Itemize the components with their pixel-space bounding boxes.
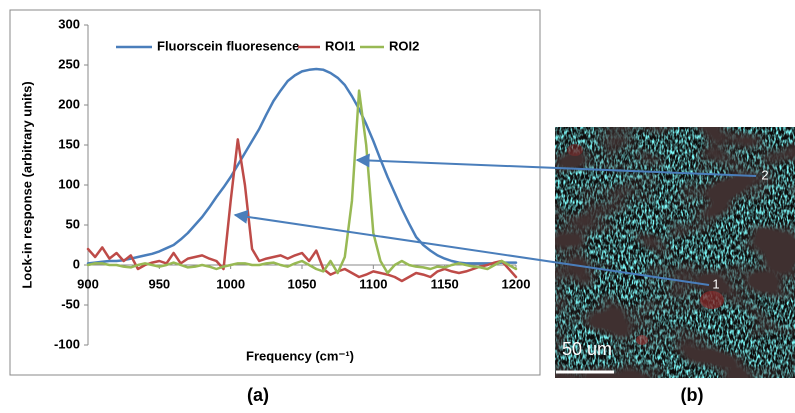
chart-frame: [9, 9, 541, 376]
arrow: [233, 209, 710, 286]
plot-area: -100 -50 0 50 100 150 200 250 300 900 950 1000 1050 1…: [54, 16, 530, 351]
x-tick-label: 1050: [288, 276, 317, 291]
y-axis-title: Lock-in response (arbitrary units): [19, 81, 34, 288]
legend-label: ROI2: [389, 38, 419, 53]
scale-bar-label: 50 um: [562, 339, 612, 359]
caption: (a): [247, 385, 269, 405]
y-tick-label: -50: [61, 296, 80, 311]
y-tick-label: 200: [58, 96, 80, 111]
y-tick-label: 250: [58, 56, 80, 71]
data-line: [86, 89, 518, 275]
y-tick-label: -100: [54, 336, 80, 351]
x-tick-label: 1100: [359, 276, 387, 291]
x-tick-label: 1000: [216, 276, 245, 291]
y-tick-label: 300: [58, 16, 80, 31]
legend-label: Fluorscein fluoresence: [157, 38, 299, 53]
data-line: [86, 138, 518, 283]
y-tick-label: 150: [58, 136, 80, 151]
x-tick-label: 900: [77, 276, 99, 291]
y-tick-label: 50: [66, 216, 80, 231]
arrow: [355, 153, 757, 177]
x-tick-label: 950: [148, 276, 170, 291]
x-axis-title: Frequency (cm⁻¹): [246, 348, 354, 363]
x-tick-label: 1150: [431, 276, 459, 291]
x-tick-label: 1200: [502, 276, 531, 291]
y-tick-label: 100: [58, 176, 80, 191]
legend-label: ROI1: [325, 38, 355, 53]
caption: (b): [681, 385, 704, 405]
roi-marker: 2: [761, 167, 768, 182]
data-line: [86, 67, 518, 265]
y-tick-label: 0: [73, 256, 80, 271]
roi-marker: 1: [712, 276, 719, 291]
